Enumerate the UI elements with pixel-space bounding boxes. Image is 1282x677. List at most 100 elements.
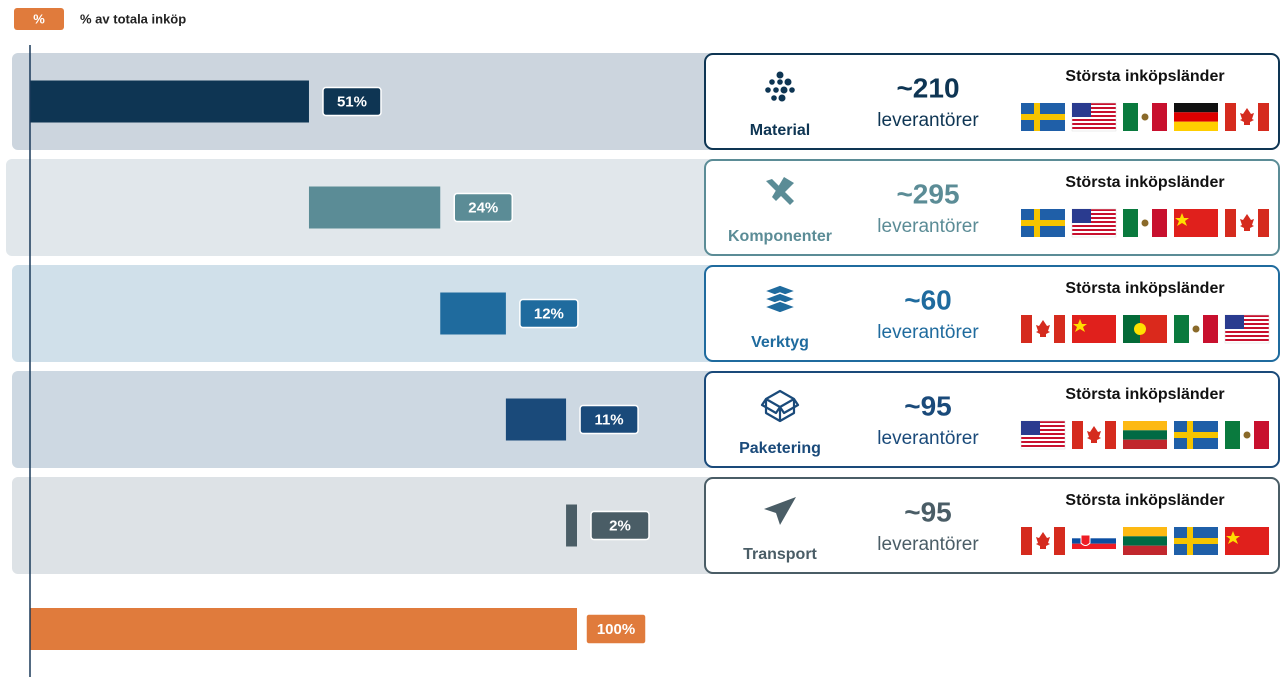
flag-part [1072,103,1091,117]
flag-part [1072,533,1116,539]
icon [766,177,794,205]
flag-part [1141,219,1149,227]
flag-part [1243,431,1251,439]
supplier-label: leverantörer [877,322,979,343]
icon [789,87,795,93]
flag-part [1021,425,1065,427]
flag-part [1072,127,1116,129]
flag-part [1225,319,1269,321]
flag-part [1226,531,1240,544]
flag-part [1174,538,1218,544]
supplier-count: ~95 [904,496,952,527]
flag-part [1174,103,1218,113]
flag-part [1134,323,1146,335]
flag-part [1072,209,1116,211]
flag-part [1123,103,1138,131]
flag [1225,209,1269,237]
flag [1071,208,1117,238]
icon [769,79,775,85]
bar [566,504,577,547]
flag [1225,527,1269,555]
flag-part [1174,315,1189,343]
flag-part [1203,315,1218,343]
countries-heading: Största inköpsländer [1065,280,1224,297]
flag-part [1123,439,1167,449]
flag-part [1225,209,1236,237]
flag [1021,103,1065,131]
flag [1123,527,1167,555]
flag-part [1225,315,1269,317]
countries-heading: Största inköpsländer [1065,492,1224,509]
flag-part [1123,315,1140,343]
flag-part [1225,327,1269,329]
flag-part [1072,103,1116,105]
flag-part [1072,209,1091,223]
flag [1174,421,1218,449]
bar [505,398,567,441]
flag [1123,421,1167,449]
flag-part [1225,323,1269,325]
supplier-label: leverantörer [877,428,979,449]
value-label-box [579,404,639,435]
flag-part [1258,209,1269,237]
category-label: Verktyg [751,334,809,351]
value-label: 51% [337,93,367,110]
supplier-count: ~95 [904,390,952,421]
flag [1123,103,1167,131]
flag-part [1175,213,1189,226]
flag [1174,103,1218,131]
flag-part [1123,545,1167,555]
flag [1020,420,1066,450]
flag-part [1225,339,1269,341]
value-label-box [519,298,579,329]
flag-part [1072,119,1116,121]
legend-swatch [14,8,64,30]
flag [1072,315,1116,343]
flag-part [1021,429,1065,431]
value-label: 11% [594,411,623,428]
flag [1174,527,1218,555]
icon [771,95,777,101]
flag-part [1021,220,1065,226]
flag-part [1072,538,1116,544]
flag-part [1072,115,1116,117]
value-label: 12% [534,305,564,322]
icon [784,78,792,86]
icon [764,497,796,525]
flag-part [1123,536,1167,546]
value-label-box [453,192,513,223]
total-bar [30,608,577,650]
flag-part [1152,103,1167,131]
flag-part [1072,123,1116,125]
flag-part [1021,315,1032,343]
flag [1174,209,1218,237]
supplier-count: ~295 [896,178,959,209]
countries-heading: Största inköpsländer [1065,68,1224,85]
flag-part [1080,534,1091,546]
flag-part [1021,421,1065,423]
flag [1174,315,1218,343]
flag [1072,421,1116,449]
flag-part [1036,532,1050,549]
flag-part [1021,437,1065,439]
icon [778,94,786,102]
bar [308,186,441,229]
value-label-box [590,510,650,541]
total-label-box [585,613,647,645]
flag-part [1072,217,1116,219]
flag [1224,314,1270,344]
flag-part [1174,112,1218,122]
flag-part [1072,107,1116,109]
value-label-box [322,86,382,117]
flag-part [1072,225,1116,227]
flag-part [1087,426,1101,443]
flag-part [1072,221,1116,223]
flag-part [1054,315,1065,343]
icon [776,71,784,79]
flag-part [1123,421,1167,431]
legend-label: % av totala inköp [80,11,186,26]
flag [1123,209,1167,237]
flag-part [1036,320,1050,337]
flag-part [1072,233,1116,235]
